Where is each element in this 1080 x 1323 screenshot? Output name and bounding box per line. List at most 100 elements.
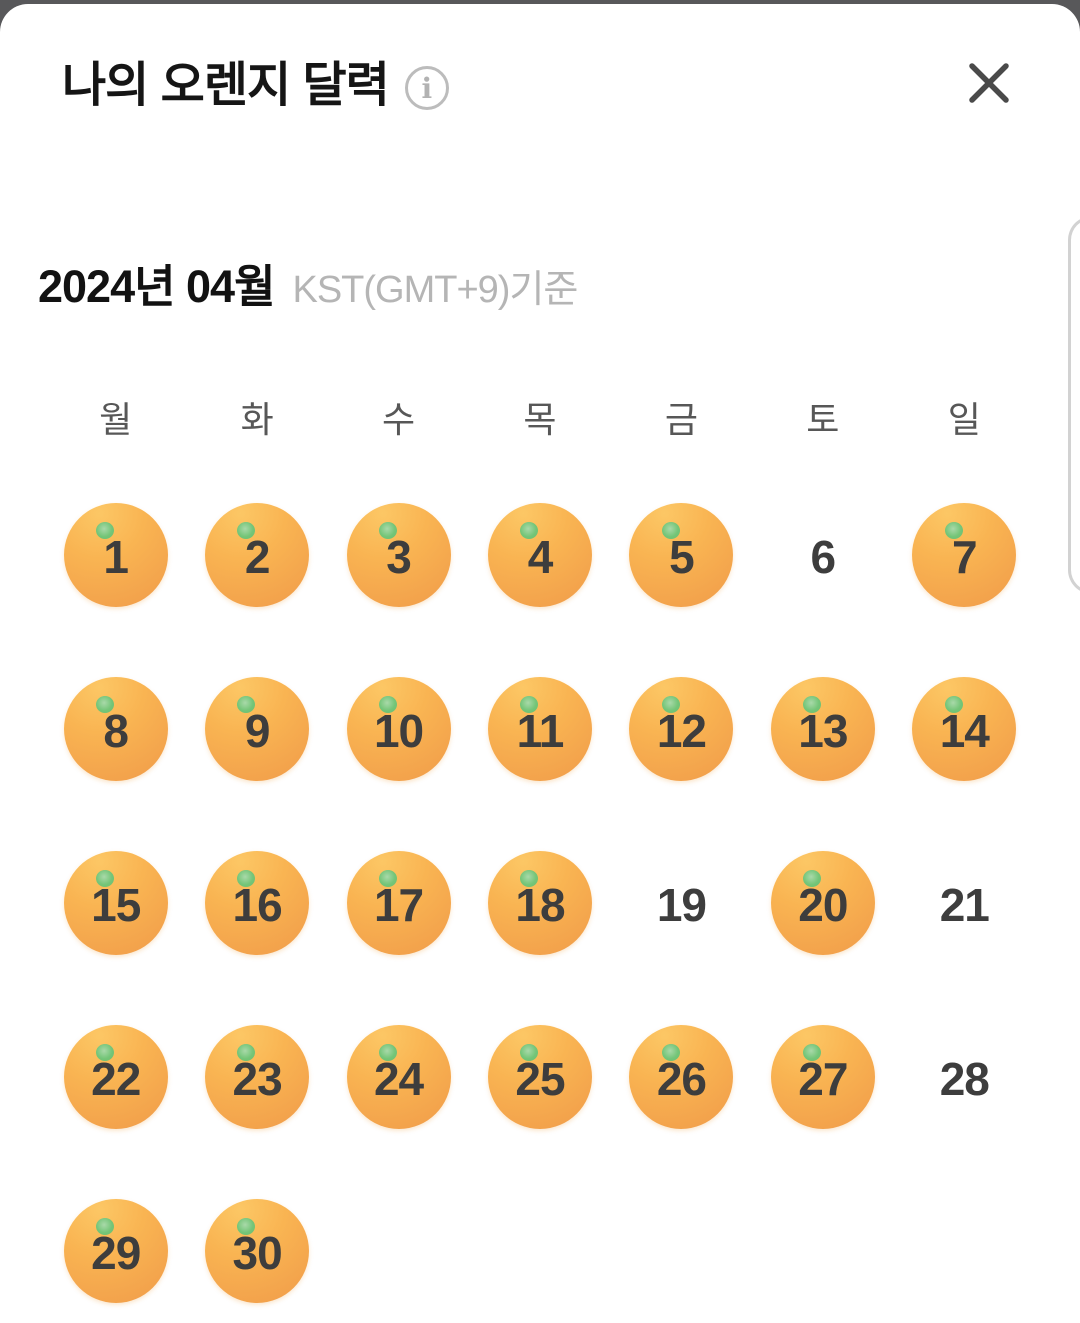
orange-icon [629,677,734,781]
calendar-day: 2 [186,503,327,607]
day-number: 12 [656,705,707,757]
day-number: 26 [656,1053,707,1105]
calendar-day: 27 [752,1025,893,1129]
day-number: 5 [669,531,695,583]
orange-icon [63,503,168,607]
orange-leaf-dot [661,1043,680,1061]
title-row: 나의 오렌지 달력 i [62,60,449,112]
calendar-day: 4 [469,503,610,607]
calendar-day: 6 [752,503,893,607]
weekday-label: 월 [99,399,133,440]
calendar-day: 5 [611,503,752,607]
orange-icon [770,1025,875,1129]
calendar-day: 25 [469,1025,610,1129]
orange-icon [346,677,451,781]
calendar-day: 1 [45,503,186,607]
adjacent-card-edge [1068,216,1080,594]
day-number: 17 [373,879,424,931]
info-icon[interactable]: i [404,66,449,110]
calendar-day: 15 [45,851,186,955]
calendar-day: 18 [469,851,610,955]
orange-leaf-dot [803,1043,822,1061]
orange-leaf-dot [661,521,680,539]
orange-leaf-dot [661,695,680,713]
weekday-header: 월 화 수 목 금 토 일 [45,391,1035,440]
orange-calendar-modal: 나의 오렌지 달력 i 2024년 04월 KST(GMT+9)기준 월 화 수… [0,4,1080,1323]
day-number: 19 [656,879,707,931]
orange-icon [770,851,875,955]
calendar-day: 23 [186,1025,327,1129]
orange-icon [63,1025,168,1129]
orange-leaf-dot [520,869,539,887]
calendar-day: 29 [45,1199,186,1303]
orange-icon [205,851,310,955]
timezone-note: KST(GMT+9)기준 [292,269,578,311]
day-number: 21 [939,879,990,931]
orange-icon [629,1025,734,1129]
orange-icon [487,503,592,607]
weekday-label: 토 [806,399,840,440]
day-number: 3 [386,531,412,583]
day-number: 18 [515,879,565,931]
day-number: 14 [939,705,990,757]
day-number: 7 [951,531,978,583]
month-label: 2024년 04월 [38,261,275,312]
orange-icon [912,503,1017,607]
orange-leaf-dot [803,869,822,887]
orange-icon [629,503,734,607]
orange-leaf-dot [237,695,256,713]
calendar-day: 11 [469,677,610,781]
close-button[interactable] [964,58,1014,108]
day-number: 6 [810,531,837,583]
orange-leaf-dot [95,521,114,539]
orange-icon [63,851,168,955]
day-number: 11 [516,705,565,757]
calendar-days-grid: 1 2 3 4 5 6 7 8 [45,503,1035,1303]
weekday-label: 화 [240,399,274,440]
orange-leaf-dot [237,1043,256,1061]
orange-leaf-dot [95,1043,114,1061]
orange-leaf-dot [378,869,397,887]
calendar-day: 22 [45,1025,186,1129]
orange-icon [487,1025,592,1129]
orange-icon [346,851,451,955]
day-number: 27 [798,1053,848,1105]
orange-leaf-dot [378,695,397,713]
day-number: 9 [244,705,271,757]
day-number: 2 [244,531,271,583]
month-row: 2024년 04월 KST(GMT+9)기준 [38,250,1080,315]
orange-icon [205,1199,310,1303]
day-number: 28 [939,1053,990,1105]
calendar-day: 7 [894,503,1035,607]
day-number: 24 [373,1053,424,1105]
orange-leaf-dot [520,695,539,713]
orange-icon [63,677,168,781]
day-number: 4 [527,531,554,583]
orange-leaf-dot [378,1043,397,1061]
calendar-day: 12 [611,677,752,781]
weekday-label: 일 [947,399,981,440]
orange-leaf-dot [944,521,963,539]
orange-leaf-dot [237,869,256,887]
orange-leaf-dot [237,1217,256,1235]
calendar-day: 16 [186,851,327,955]
orange-icon [487,677,592,781]
orange-leaf-dot [520,521,539,539]
calendar-day: 10 [328,677,469,781]
day-number: 25 [515,1053,565,1105]
orange-leaf-dot [944,695,963,713]
orange-leaf-dot [237,521,256,539]
day-number: 20 [798,879,848,931]
day-number: 30 [232,1227,283,1279]
day-number: 8 [103,705,129,757]
calendar-day: 8 [45,677,186,781]
calendar-day: 28 [894,1025,1035,1129]
orange-icon [205,503,310,607]
orange-icon [770,677,875,781]
day-number: 22 [91,1053,141,1105]
day-number: 1 [103,531,129,583]
day-number: 10 [373,705,424,757]
orange-icon [205,1025,310,1129]
calendar-day: 21 [894,851,1035,955]
close-icon [969,63,1009,103]
